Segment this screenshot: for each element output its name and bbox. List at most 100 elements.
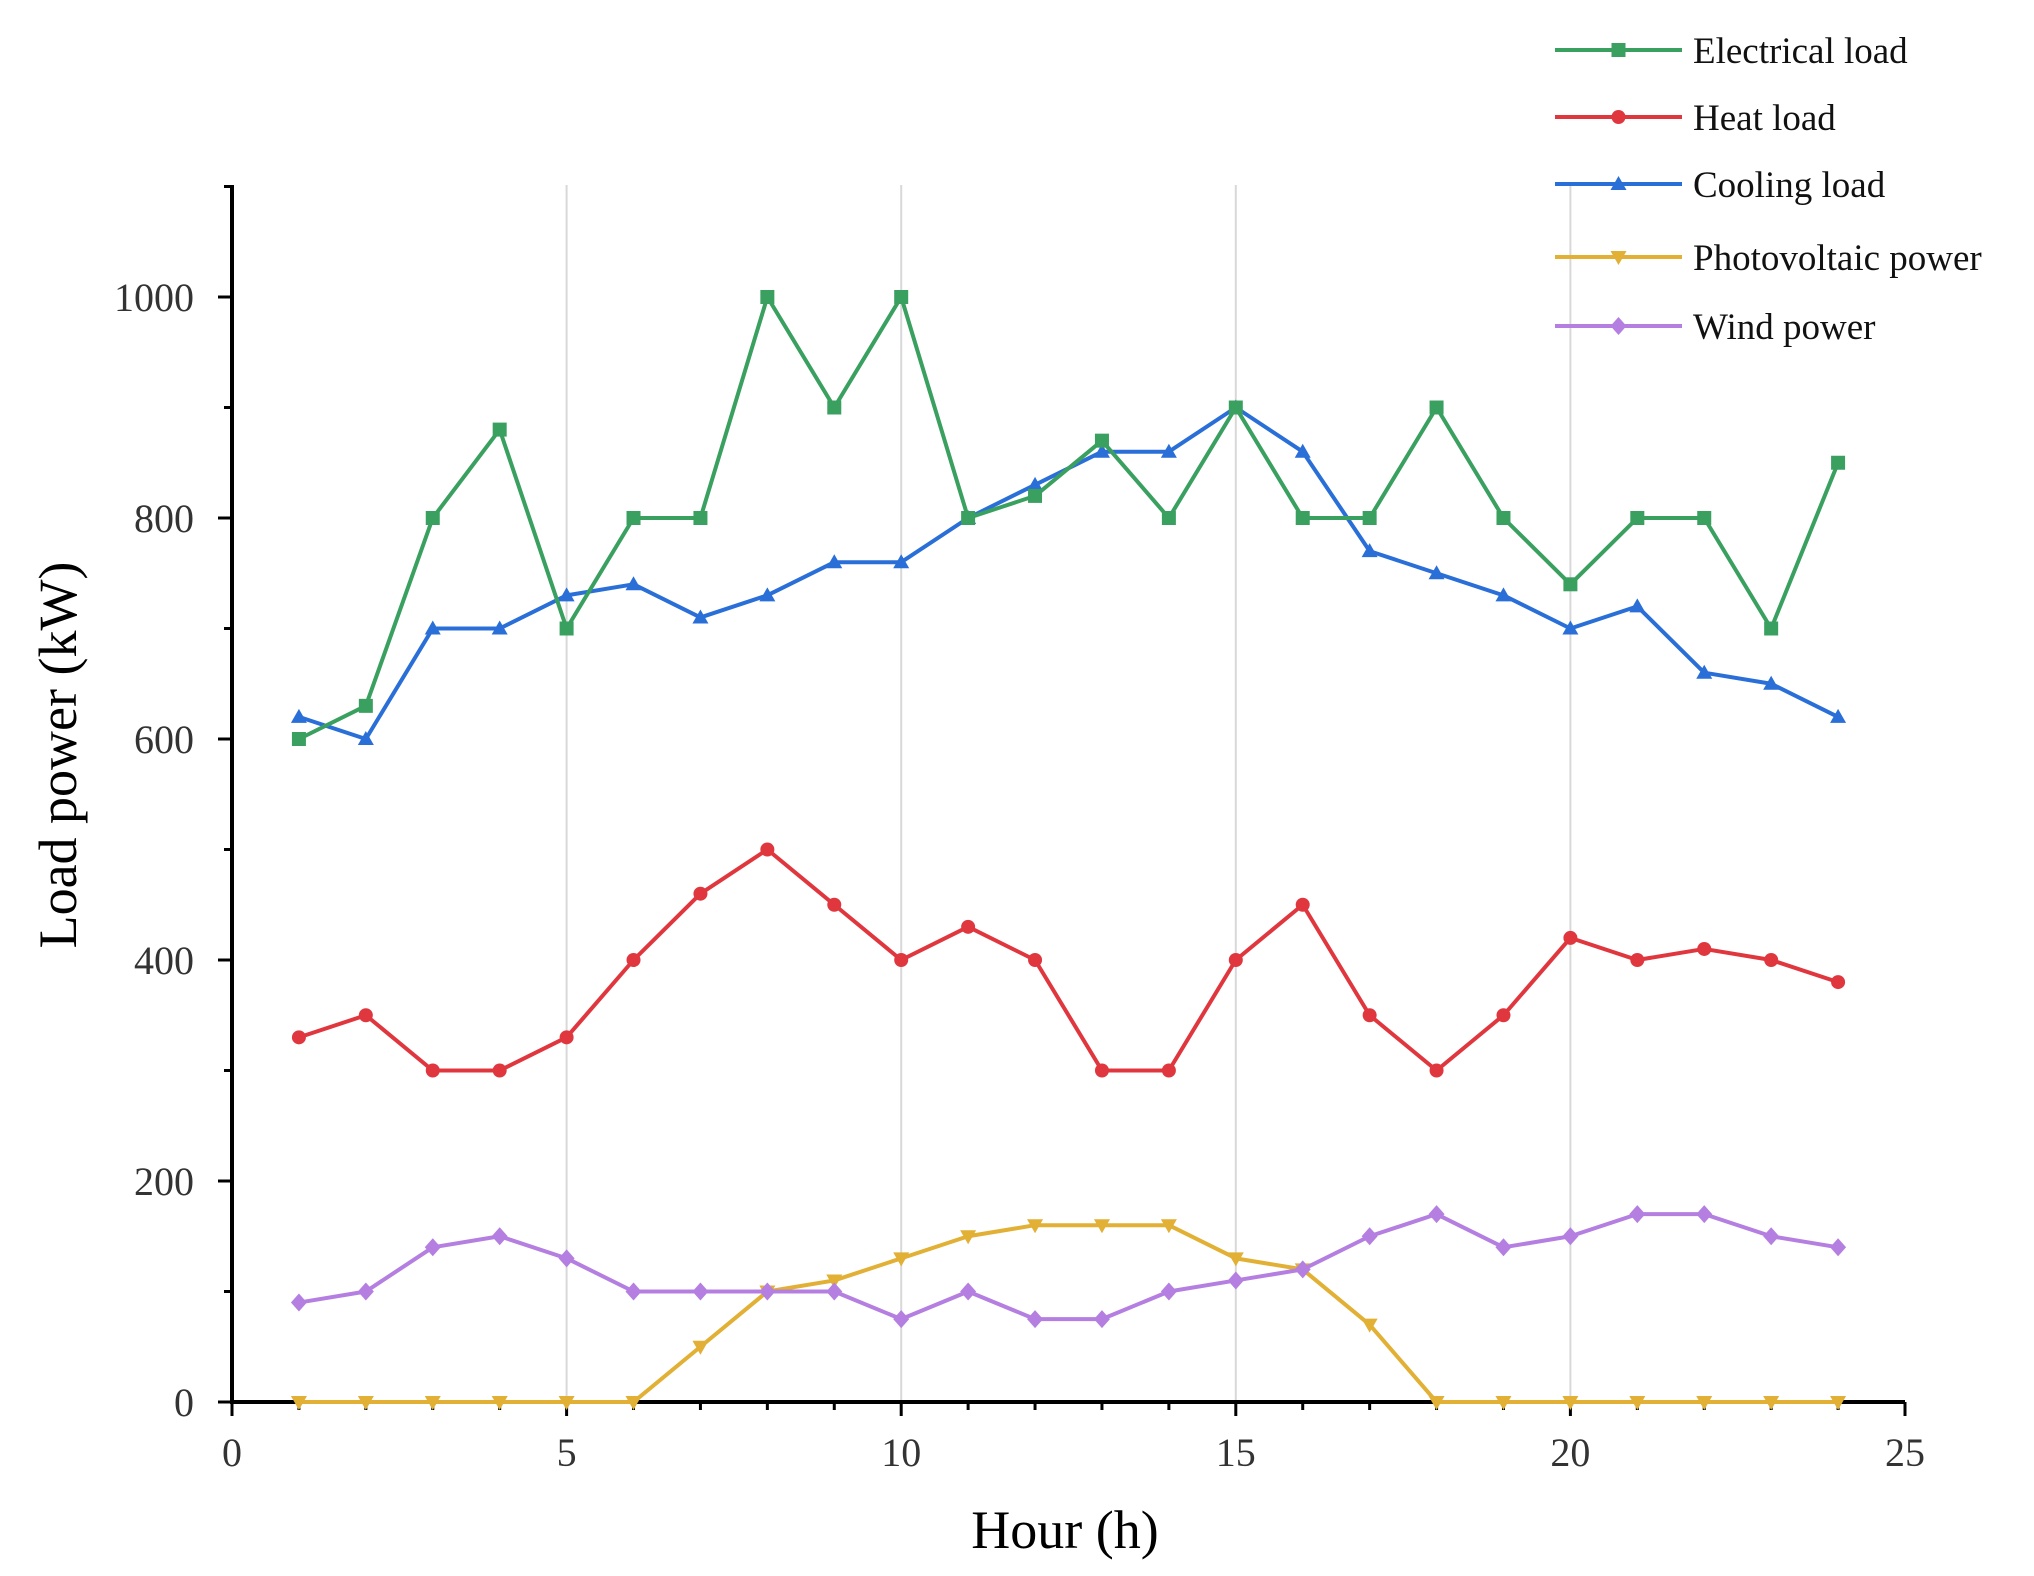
data-point-wind-power [357,1282,374,1301]
data-point-cooling-load [1160,443,1177,458]
data-point-cooling-load [1361,543,1378,558]
data-point-wind-power [1160,1282,1177,1301]
y-tick-label: 800 [134,496,194,541]
legend-item-photovoltaic-power: Photovoltaic power [1555,238,1982,279]
data-point-wind-power [692,1282,709,1301]
series-line-electrical-load [298,295,1840,741]
data-point-wind-power [893,1310,910,1329]
series-heat-load [291,842,1846,1078]
data-point-photovoltaic-power [1428,1396,1445,1410]
data-point-wind-power [1495,1238,1512,1257]
legend-marker [1611,43,1626,57]
data-point-electrical-load [1831,455,1846,470]
data-point-heat-load [1094,1063,1109,1078]
y-tick-label: 1000 [114,275,194,320]
data-point-heat-load [291,1030,306,1045]
data-point-photovoltaic-power [1763,1396,1780,1410]
data-point-heat-load [559,1030,574,1045]
grid-lines [565,185,1572,1402]
data-point-heat-load [894,953,909,967]
data-point-wind-power [1629,1205,1646,1224]
data-point-electrical-load [626,511,641,525]
data-point-electrical-load [358,698,373,713]
series-wind-power [290,1205,1847,1329]
series-electrical-load [291,290,1846,746]
data-point-cooling-load [1830,708,1847,723]
data-point-photovoltaic-power [1830,1396,1847,1410]
data-point-cooling-load [290,708,307,723]
data-point-electrical-load [1028,488,1043,503]
data-point-electrical-load [559,621,574,636]
data-point-heat-load [1496,1008,1511,1023]
data-point-heat-load [1831,975,1846,990]
data-point-electrical-load [1496,511,1511,525]
legend-label: Wind power [1693,307,1875,348]
data-point-photovoltaic-power [1361,1318,1378,1333]
data-point-cooling-load [357,731,374,745]
data-point-electrical-load [760,290,775,304]
data-point-electrical-load [1161,511,1176,525]
data-point-electrical-load [693,511,708,525]
data-point-wind-power [424,1238,441,1257]
data-point-electrical-load [1362,511,1377,525]
data-point-heat-load [1764,953,1779,967]
legend: Electrical load Heat load Cooling load Phot… [1555,31,1982,348]
legend-marker [1610,317,1627,335]
data-point-heat-load [760,842,775,857]
data-point-photovoltaic-power [290,1396,307,1410]
data-point-cooling-load [1763,675,1780,690]
data-point-cooling-load [1629,598,1646,613]
data-point-photovoltaic-power [1629,1396,1646,1410]
data-point-heat-load [961,919,976,934]
data-point-cooling-load [759,587,776,602]
data-point-heat-load [1295,897,1310,912]
data-point-heat-load [626,953,641,967]
data-point-wind-power [558,1249,575,1268]
series-lines [290,290,1847,1410]
legend-label: Electrical load [1693,31,1908,72]
data-point-photovoltaic-power [1160,1219,1177,1234]
data-point-photovoltaic-power [357,1396,374,1410]
data-point-heat-load [492,1063,507,1078]
legend-item-cooling-load: Cooling load [1555,165,1886,206]
y-tick-label: 400 [134,938,194,983]
data-point-heat-load [827,897,842,912]
data-point-photovoltaic-power [1696,1396,1713,1410]
data-point-cooling-load [1562,620,1579,635]
data-point-wind-power [625,1282,642,1301]
data-point-electrical-load [894,290,909,304]
data-point-cooling-load [1027,476,1044,491]
data-point-electrical-load [425,511,440,525]
x-tick-label: 5 [557,1430,577,1475]
data-point-photovoltaic-power [893,1252,910,1267]
data-point-cooling-load [893,554,910,569]
data-point-cooling-load [1428,565,1445,580]
data-point-photovoltaic-power [1027,1219,1044,1234]
data-point-photovoltaic-power [491,1396,508,1410]
data-point-wind-power [1027,1310,1044,1329]
data-point-wind-power [1361,1227,1378,1246]
x-tick-label: 15 [1216,1430,1256,1475]
y-tick-label: 200 [134,1159,194,1204]
data-point-photovoltaic-power [960,1230,977,1245]
data-point-photovoltaic-power [826,1274,843,1289]
data-point-wind-power [960,1282,977,1301]
x-tick-label: 10 [881,1430,921,1475]
data-point-electrical-load [1295,511,1310,525]
data-point-wind-power [290,1293,307,1312]
data-point-photovoltaic-power [558,1396,575,1410]
data-point-wind-power [1830,1238,1847,1257]
data-point-heat-load [1563,930,1578,945]
series-line-photovoltaic-power [298,1223,1839,1404]
axes [218,185,1907,1416]
data-point-electrical-load [1429,400,1444,415]
legend-label: Photovoltaic power [1693,238,1982,279]
data-point-photovoltaic-power [692,1340,709,1355]
data-point-photovoltaic-power [1495,1396,1512,1410]
series-line-heat-load [298,847,1839,1073]
x-axis-title: Hour (h) [971,1500,1158,1560]
data-point-cooling-load [826,554,843,569]
data-point-wind-power [1562,1227,1579,1246]
data-point-cooling-load [1093,443,1110,458]
